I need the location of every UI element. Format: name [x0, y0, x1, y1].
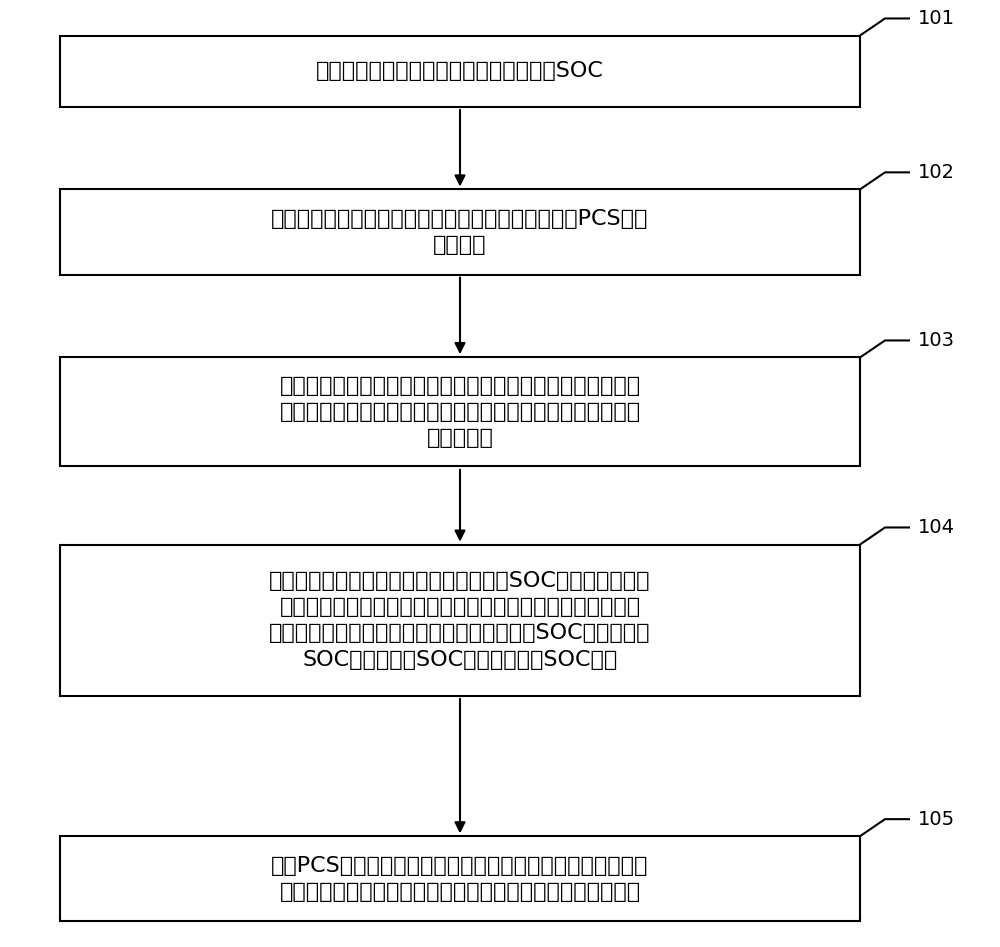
Text: 103: 103 — [918, 331, 955, 350]
FancyBboxPatch shape — [60, 545, 860, 696]
Text: 依据最大负载电流判断配电网台区变压器是否过载，若是，则
基于最小负载电流、三相有功负载和三相电压计算过载放电有
功调节功率: 依据最大负载电流判断配电网台区变压器是否过载，若是，则 基于最小负载电流、三相有… — [279, 376, 641, 448]
FancyBboxPatch shape — [60, 357, 860, 467]
FancyBboxPatch shape — [60, 35, 860, 106]
FancyBboxPatch shape — [60, 189, 860, 275]
Text: 104: 104 — [918, 518, 955, 537]
Text: 101: 101 — [918, 9, 955, 28]
Text: 根据PCS无功调节功率、过载放电有功调节功率、轻载放电有
功调节功率和轻载充电有功调节功率进行三相不平衡调节操作: 根据PCS无功调节功率、过载放电有功调节功率、轻载放电有 功调节功率和轻载充电有… — [271, 856, 649, 902]
Text: 根据当前时刻的三相无功负载和预置无功基准值计算PCS无功
调节功率: 根据当前时刻的三相无功负载和预置无功基准值计算PCS无功 调节功率 — [271, 209, 649, 255]
Text: 105: 105 — [918, 810, 955, 829]
Text: 获取配电网台区变压器的三相电压和电池SOC: 获取配电网台区变压器的三相电压和电池SOC — [316, 61, 604, 81]
FancyBboxPatch shape — [60, 836, 860, 921]
Text: 若配电网台区变压器未过载，则根据电池SOC和阈値判定规则
进行轻载充放电判断，并分别计算轻载放电有功调节功率和轻
载充电有功调节功率，阈値判定规则包括第一SOC: 若配电网台区变压器未过载，则根据电池SOC和阈値判定规则 进行轻载充放电判断，并… — [269, 571, 651, 670]
Text: 102: 102 — [918, 163, 955, 182]
